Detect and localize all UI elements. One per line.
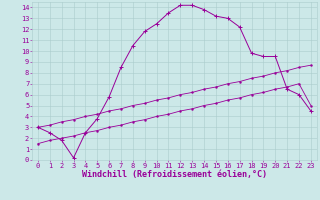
X-axis label: Windchill (Refroidissement éolien,°C): Windchill (Refroidissement éolien,°C) xyxy=(82,170,267,179)
